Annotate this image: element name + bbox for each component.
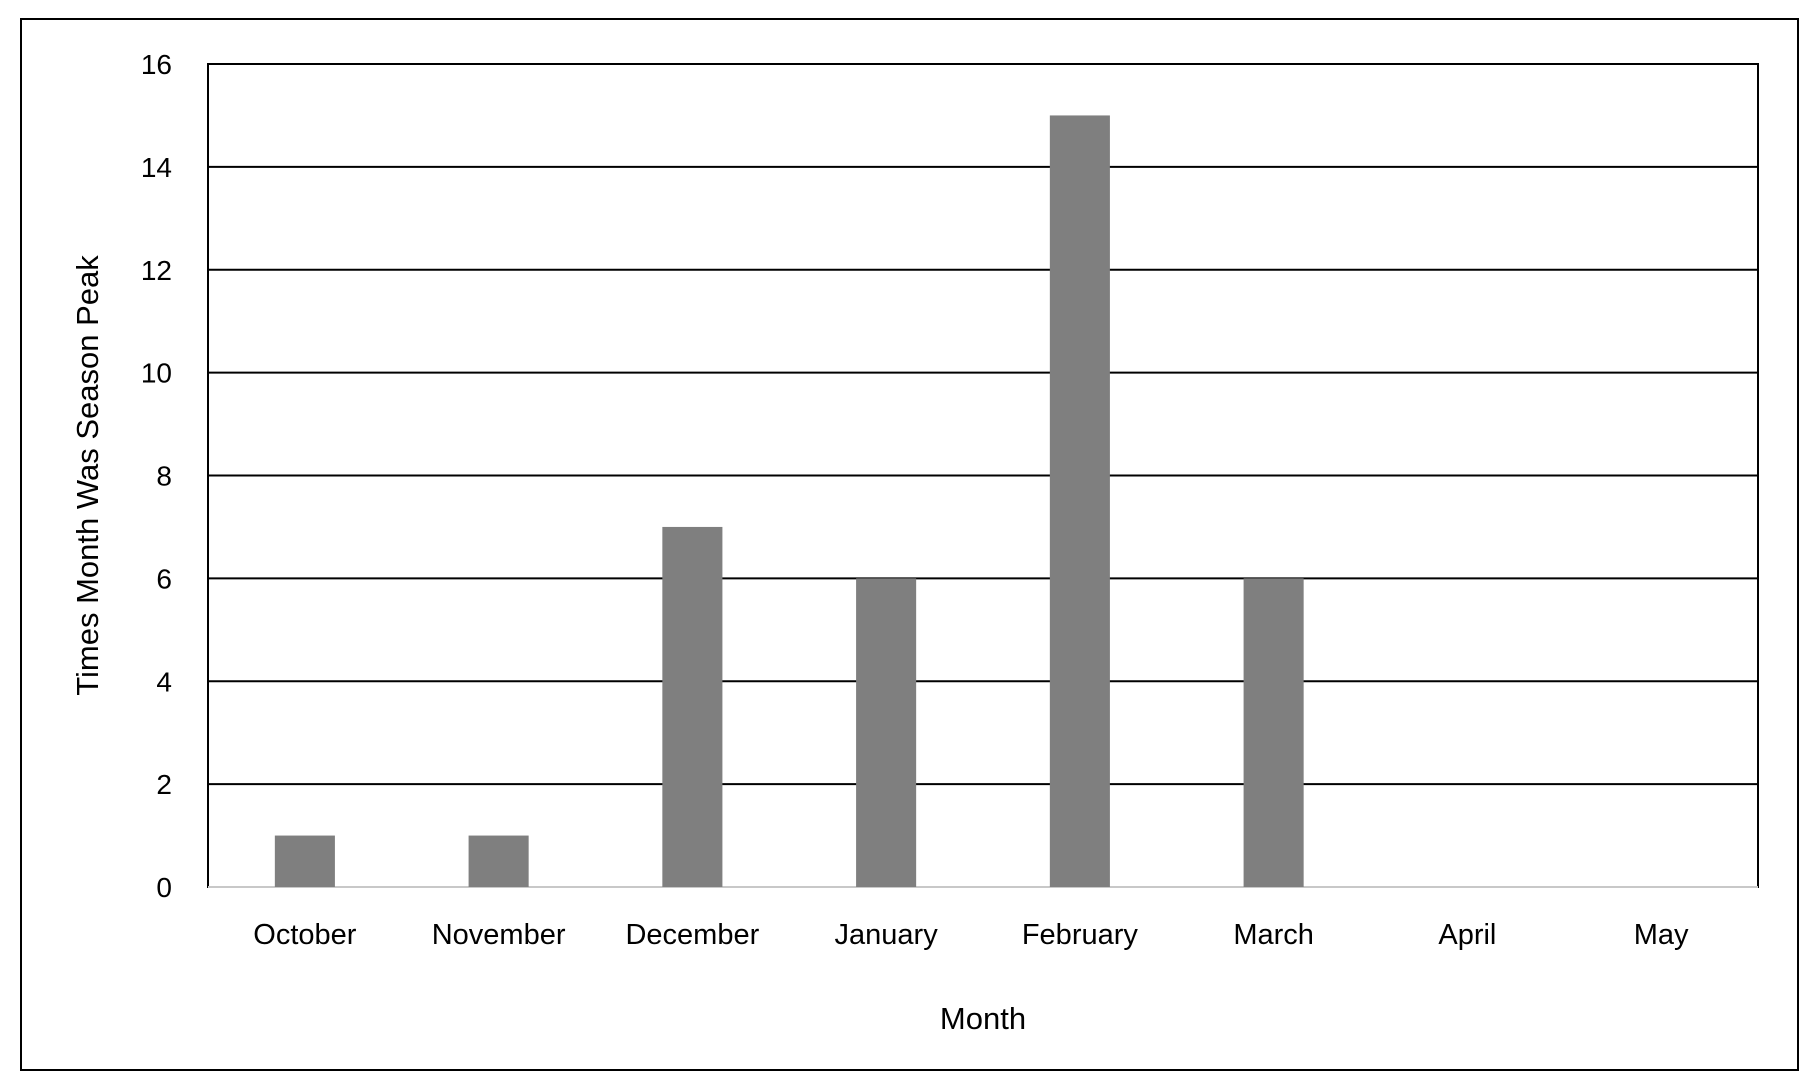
y-tick-label: 16	[141, 49, 172, 80]
bar-january	[856, 578, 917, 887]
bar-october	[274, 835, 335, 887]
y-tick-label: 4	[156, 666, 172, 697]
x-tick-label-march: March	[1233, 919, 1314, 951]
y-tick-labels: 0 2 4 6 8 10 12 14 16	[141, 49, 172, 903]
y-tick-label: 2	[156, 769, 172, 800]
bar-november	[468, 835, 529, 887]
bar-february	[1049, 115, 1110, 887]
x-tick-label-may: May	[1634, 919, 1689, 951]
chart-frame	[20, 18, 1799, 1071]
bars	[274, 115, 1304, 887]
bar-december	[662, 526, 723, 887]
x-tick-label-november: November	[432, 919, 566, 951]
x-axis-title: Month	[940, 1001, 1026, 1036]
y-tick-label: 14	[141, 152, 172, 183]
y-tick-label: 8	[156, 461, 172, 492]
gridlines	[208, 63, 1758, 888]
x-tick-label-january: January	[835, 919, 939, 951]
y-axis-title: Times Month Was Season Peak	[70, 255, 105, 696]
y-tick-label: 0	[156, 872, 172, 903]
x-tick-label-april: April	[1438, 919, 1496, 951]
x-tick-labels: October November December January February Ma…	[253, 919, 1689, 951]
bar-march	[1243, 578, 1304, 887]
y-tick-label: 10	[141, 358, 172, 389]
x-tick-label-october: October	[253, 919, 356, 951]
y-tick-label: 6	[156, 563, 172, 594]
y-tick-label: 12	[141, 255, 172, 286]
x-tick-label-december: December	[625, 919, 759, 951]
x-tick-label-february: February	[1022, 919, 1139, 951]
